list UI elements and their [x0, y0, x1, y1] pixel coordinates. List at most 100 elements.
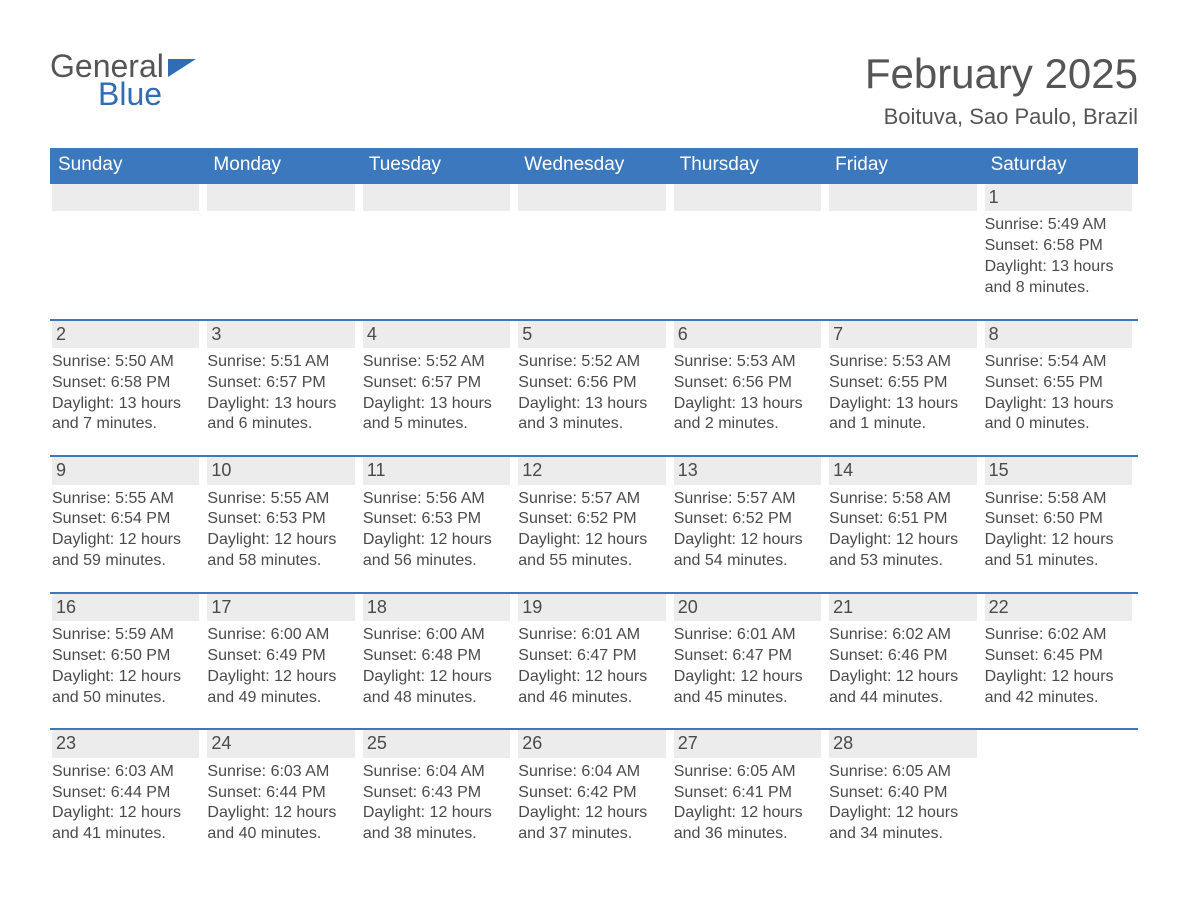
day-number: 3 — [207, 321, 354, 348]
sunset-text: Sunset: 6:57 PM — [363, 373, 510, 394]
day-cell: 25Sunrise: 6:04 AMSunset: 6:43 PMDayligh… — [361, 730, 516, 865]
day-cell: 6Sunrise: 5:53 AMSunset: 6:56 PMDaylight… — [672, 321, 827, 456]
sunset-text: Sunset: 6:56 PM — [674, 373, 821, 394]
sunrise-text: Sunrise: 5:59 AM — [52, 625, 199, 646]
sunrise-text: Sunrise: 5:51 AM — [207, 352, 354, 373]
sunrise-text: Sunrise: 5:52 AM — [363, 352, 510, 373]
sunset-text: Sunset: 6:47 PM — [518, 646, 665, 667]
day-number — [207, 184, 354, 211]
daylight-text: Daylight: 12 hours and 59 minutes. — [52, 530, 199, 572]
day-number: 2 — [52, 321, 199, 348]
week-row: 23Sunrise: 6:03 AMSunset: 6:44 PMDayligh… — [50, 728, 1138, 865]
sunset-text: Sunset: 6:49 PM — [207, 646, 354, 667]
sunset-text: Sunset: 6:41 PM — [674, 783, 821, 804]
sunrise-text: Sunrise: 6:00 AM — [207, 625, 354, 646]
sunset-text: Sunset: 6:47 PM — [674, 646, 821, 667]
sunset-text: Sunset: 6:52 PM — [518, 509, 665, 530]
day-number: 14 — [829, 457, 976, 484]
daylight-text: Daylight: 12 hours and 49 minutes. — [207, 667, 354, 709]
daylight-text: Daylight: 13 hours and 6 minutes. — [207, 394, 354, 436]
sunrise-text: Sunrise: 6:02 AM — [829, 625, 976, 646]
day-of-week-header: SundayMondayTuesdayWednesdayThursdayFrid… — [50, 148, 1138, 184]
daylight-text: Daylight: 13 hours and 1 minute. — [829, 394, 976, 436]
day-cell: 15Sunrise: 5:58 AMSunset: 6:50 PMDayligh… — [983, 457, 1138, 592]
day-cell-empty — [50, 184, 205, 319]
sunset-text: Sunset: 6:44 PM — [207, 783, 354, 804]
sunrise-text: Sunrise: 5:56 AM — [363, 489, 510, 510]
sunrise-text: Sunrise: 6:02 AM — [985, 625, 1132, 646]
sunrise-text: Sunrise: 6:05 AM — [829, 762, 976, 783]
day-cell: 4 Sunrise: 5:52 AMSunset: 6:57 PMDaylight… — [361, 321, 516, 456]
daylight-text: Daylight: 13 hours and 2 minutes. — [674, 394, 821, 436]
daylight-text: Daylight: 12 hours and 42 minutes. — [985, 667, 1132, 709]
week-row: 1Sunrise: 5:49 AMSunset: 6:58 PMDaylight… — [50, 184, 1138, 319]
daylight-text: Daylight: 12 hours and 38 minutes. — [363, 803, 510, 845]
day-cell: 28Sunrise: 6:05 AMSunset: 6:40 PMDayligh… — [827, 730, 982, 865]
sunset-text: Sunset: 6:51 PM — [829, 509, 976, 530]
daylight-text: Daylight: 13 hours and 3 minutes. — [518, 394, 665, 436]
day-number: 26 — [518, 730, 665, 757]
day-cell: 23Sunrise: 6:03 AMSunset: 6:44 PMDayligh… — [50, 730, 205, 865]
daylight-text: Daylight: 12 hours and 51 minutes. — [985, 530, 1132, 572]
dow-sunday: Sunday — [50, 148, 205, 184]
day-number: 15 — [985, 457, 1132, 484]
day-cell-empty — [983, 730, 1138, 865]
day-number: 4 — [363, 321, 510, 348]
day-number: 7 — [829, 321, 976, 348]
location-subtitle: Boituva, Sao Paulo, Brazil — [865, 104, 1138, 130]
day-number: 13 — [674, 457, 821, 484]
daylight-text: Daylight: 12 hours and 44 minutes. — [829, 667, 976, 709]
sunset-text: Sunset: 6:56 PM — [518, 373, 665, 394]
day-cell: 12Sunrise: 5:57 AMSunset: 6:52 PMDayligh… — [516, 457, 671, 592]
daylight-text: Daylight: 12 hours and 50 minutes. — [52, 667, 199, 709]
sunrise-text: Sunrise: 5:58 AM — [985, 489, 1132, 510]
daylight-text: Daylight: 12 hours and 54 minutes. — [674, 530, 821, 572]
sunrise-text: Sunrise: 6:01 AM — [674, 625, 821, 646]
sunset-text: Sunset: 6:53 PM — [363, 509, 510, 530]
day-cell: 14Sunrise: 5:58 AMSunset: 6:51 PMDayligh… — [827, 457, 982, 592]
day-number: 6 — [674, 321, 821, 348]
day-cell: 2Sunrise: 5:50 AMSunset: 6:58 PMDaylight… — [50, 321, 205, 456]
dow-monday: Monday — [205, 148, 360, 184]
sunrise-text: Sunrise: 6:01 AM — [518, 625, 665, 646]
weeks-container: 1Sunrise: 5:49 AMSunset: 6:58 PMDaylight… — [50, 184, 1138, 865]
day-number: 12 — [518, 457, 665, 484]
day-cell: 24Sunrise: 6:03 AMSunset: 6:44 PMDayligh… — [205, 730, 360, 865]
day-number: 27 — [674, 730, 821, 757]
day-number — [363, 184, 510, 211]
sunrise-text: Sunrise: 5:54 AM — [985, 352, 1132, 373]
day-cell: 11Sunrise: 5:56 AMSunset: 6:53 PMDayligh… — [361, 457, 516, 592]
sunrise-text: Sunrise: 5:57 AM — [674, 489, 821, 510]
week-row: 9Sunrise: 5:55 AMSunset: 6:54 PMDaylight… — [50, 455, 1138, 592]
day-cell-empty — [361, 184, 516, 319]
sunrise-text: Sunrise: 6:03 AM — [207, 762, 354, 783]
day-cell-empty — [827, 184, 982, 319]
title-block: February 2025 Boituva, Sao Paulo, Brazil — [865, 50, 1138, 130]
sunset-text: Sunset: 6:44 PM — [52, 783, 199, 804]
sunrise-text: Sunrise: 5:53 AM — [829, 352, 976, 373]
day-cell: 19Sunrise: 6:01 AMSunset: 6:47 PMDayligh… — [516, 594, 671, 729]
logo-flag-icon — [168, 59, 196, 77]
day-number: 23 — [52, 730, 199, 757]
dow-saturday: Saturday — [983, 148, 1138, 184]
day-cell: 21Sunrise: 6:02 AMSunset: 6:46 PMDayligh… — [827, 594, 982, 729]
day-cell: 26Sunrise: 6:04 AMSunset: 6:42 PMDayligh… — [516, 730, 671, 865]
sunset-text: Sunset: 6:52 PM — [674, 509, 821, 530]
daylight-text: Daylight: 13 hours and 5 minutes. — [363, 394, 510, 436]
week-row: 16Sunrise: 5:59 AMSunset: 6:50 PMDayligh… — [50, 592, 1138, 729]
sunset-text: Sunset: 6:57 PM — [207, 373, 354, 394]
sunrise-text: Sunrise: 6:05 AM — [674, 762, 821, 783]
sunrise-text: Sunrise: 6:04 AM — [518, 762, 665, 783]
day-cell: 20Sunrise: 6:01 AMSunset: 6:47 PMDayligh… — [672, 594, 827, 729]
calendar: SundayMondayTuesdayWednesdayThursdayFrid… — [50, 148, 1138, 865]
dow-friday: Friday — [827, 148, 982, 184]
day-number: 9 — [52, 457, 199, 484]
sunset-text: Sunset: 6:58 PM — [985, 236, 1132, 257]
daylight-text: Daylight: 12 hours and 46 minutes. — [518, 667, 665, 709]
logo: General Blue — [50, 50, 196, 110]
day-cell: 5Sunrise: 5:52 AMSunset: 6:56 PMDaylight… — [516, 321, 671, 456]
sunrise-text: Sunrise: 5:58 AM — [829, 489, 976, 510]
sunrise-text: Sunrise: 5:55 AM — [207, 489, 354, 510]
sunrise-text: Sunrise: 5:55 AM — [52, 489, 199, 510]
sunset-text: Sunset: 6:55 PM — [985, 373, 1132, 394]
